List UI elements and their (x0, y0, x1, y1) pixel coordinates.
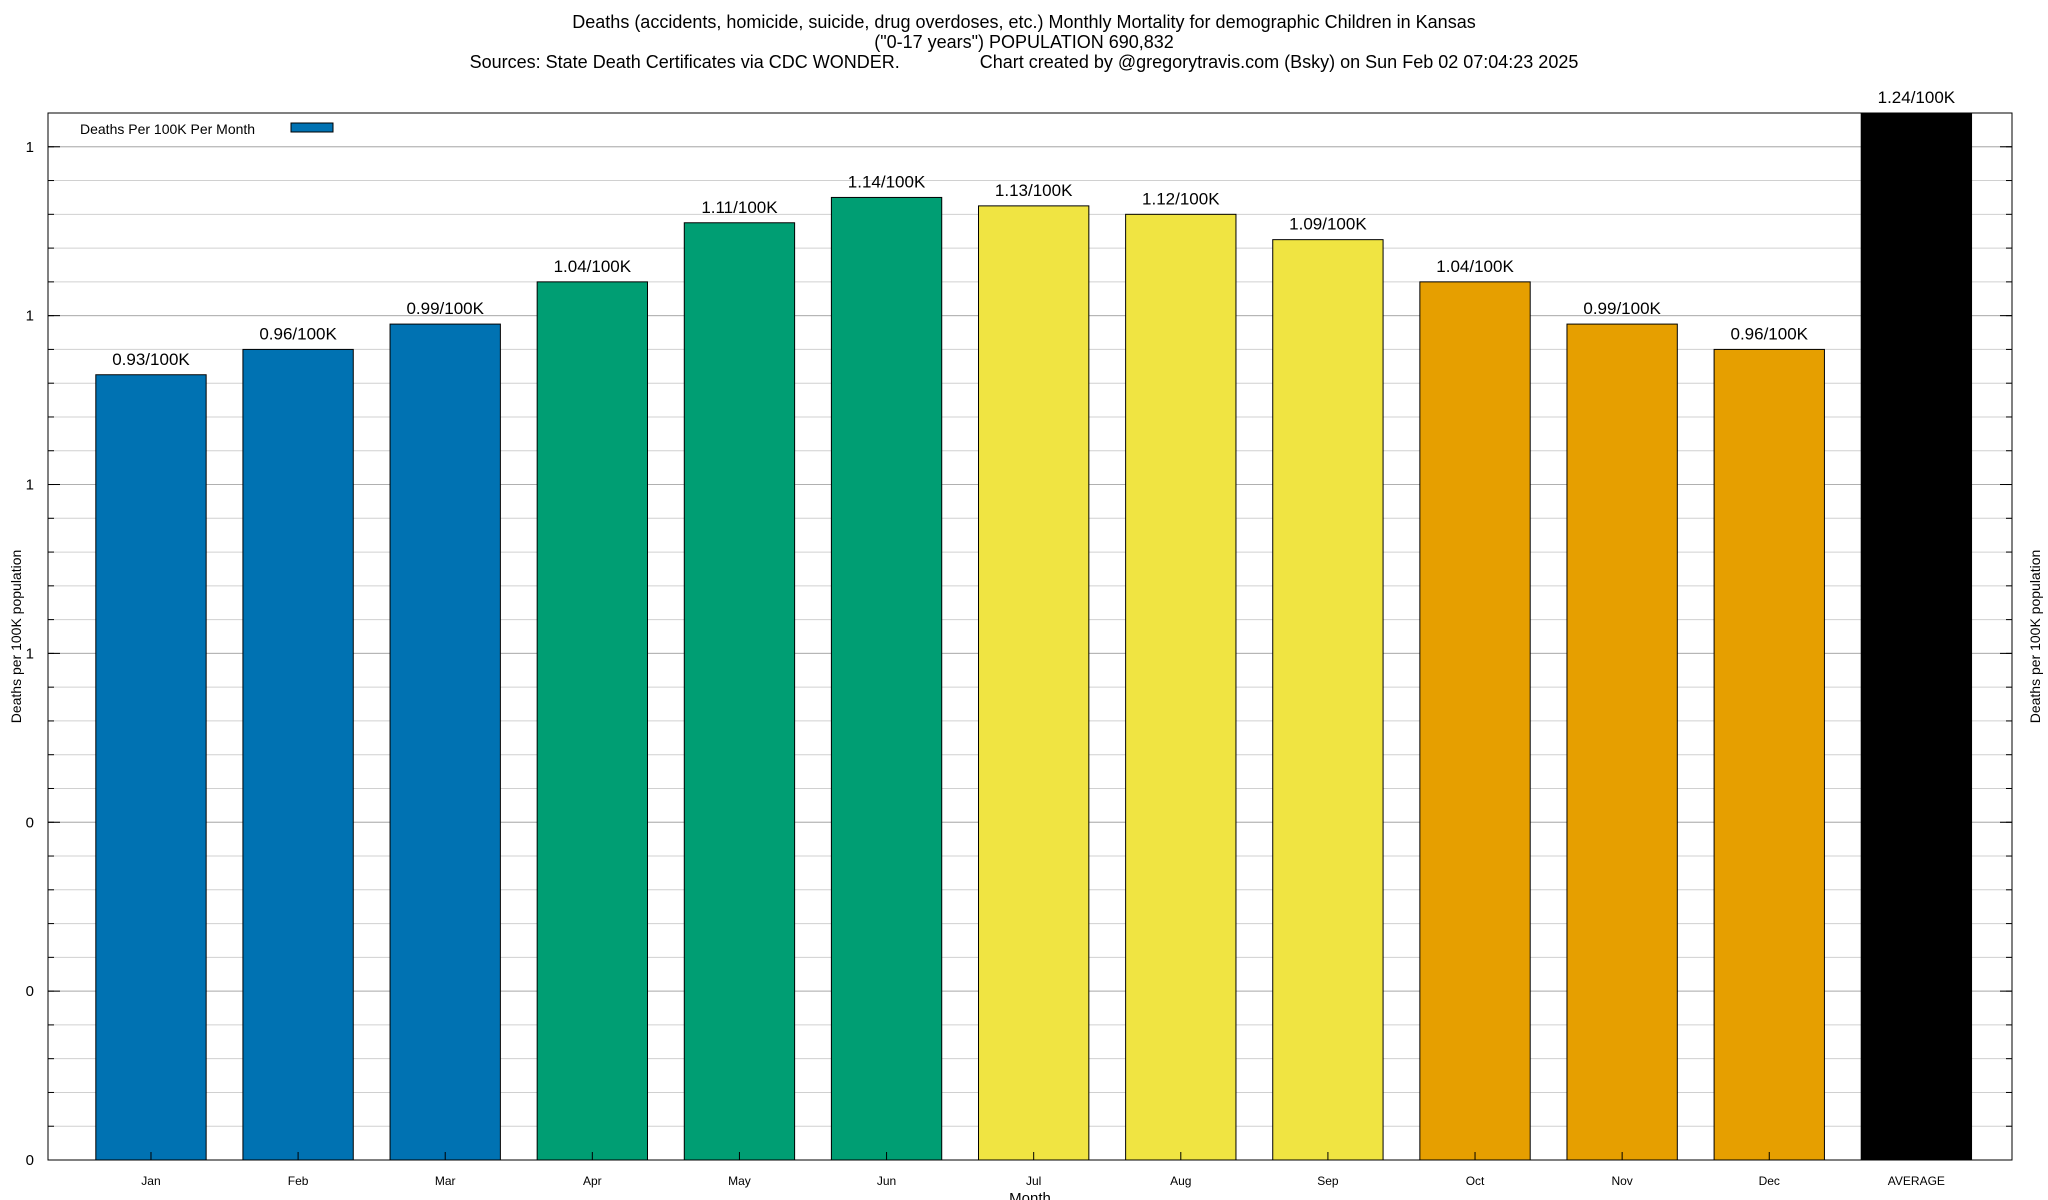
bar (536, 281, 648, 1161)
legend-label: Deaths Per 100K Per Month (80, 121, 255, 137)
data-label: 1.24/100K (1878, 88, 1956, 107)
data-label: 0.99/100K (1583, 299, 1661, 318)
data-label: 1.04/100K (1436, 257, 1514, 276)
x-tick-label: Mar (435, 1174, 456, 1188)
axis-layer: 0 0 0 1 1 1 1 Jan Feb Mar Apr May Jun Jul Aug Sep Oct Nov… (8, 139, 2043, 1200)
x-tick-label: Oct (1466, 1174, 1485, 1188)
bar (830, 196, 943, 1161)
x-tick-label: Aug (1170, 1174, 1191, 1188)
x-tick-label: Jul (1026, 1174, 1041, 1188)
bar (1419, 281, 1531, 1161)
chart-subtitle-population: ("0-17 years") POPULATION 690,832 (874, 32, 1174, 52)
labels-layer: 0.93/100K 0.96/100K 0.99/100K 1.04/100K 1.11… (112, 88, 1956, 369)
data-label: 1.11/100K (701, 198, 778, 217)
bar (1566, 323, 1678, 1161)
bars-layer (95, 112, 1973, 1161)
y-tick-label: 0 (26, 814, 34, 831)
data-label: 1.12/100K (1142, 189, 1220, 208)
x-tick-label: Nov (1611, 1174, 1632, 1188)
x-tick-label: Jan (141, 1174, 160, 1188)
x-tick-label: Jun (877, 1174, 896, 1188)
data-label: 1.04/100K (554, 257, 632, 276)
chart-title: Deaths (accidents, homicide, suicide, dr… (572, 12, 1476, 32)
bar (1713, 348, 1825, 1161)
bar (1860, 112, 1973, 1161)
x-axis-title: Month (1009, 1190, 1051, 1200)
data-label: 0.99/100K (406, 299, 484, 318)
y-tick-label: 1 (26, 645, 34, 662)
data-label: 0.93/100K (112, 350, 190, 369)
x-tick-label: Sep (1317, 1174, 1339, 1188)
x-tick-label: May (728, 1174, 751, 1188)
chart-title-block: Deaths (accidents, homicide, suicide, dr… (0, 12, 2048, 72)
bar (95, 374, 207, 1161)
bar (1125, 213, 1237, 1161)
bar (242, 348, 354, 1161)
x-tick-label: AVERAGE (1888, 1174, 1945, 1188)
plot-frame (47, 112, 2013, 1161)
x-tick-label: Apr (583, 1174, 602, 1188)
x-tick-label: Dec (1759, 1174, 1780, 1188)
y-axis-title: Deaths per 100K population (8, 550, 24, 724)
data-label: 0.96/100K (1731, 324, 1809, 343)
y2-axis-title: Deaths per 100K population (2027, 550, 2043, 724)
bar (978, 205, 1090, 1161)
chart-subtitle-sources: Sources: State Death Certificates via CD… (469, 52, 1579, 72)
y-tick-label: 1 (26, 139, 34, 156)
data-label: 0.96/100K (259, 324, 337, 343)
legend: Deaths Per 100K Per Month (80, 121, 334, 137)
data-label: 1.14/100K (848, 172, 926, 191)
bar (1272, 239, 1384, 1161)
x-tick-label: Feb (288, 1174, 309, 1188)
y-tick-label: 0 (26, 983, 34, 1000)
bar (683, 222, 796, 1161)
data-label: 1.13/100K (995, 181, 1073, 200)
y-tick-label: 1 (26, 477, 34, 494)
y-tick-label: 1 (26, 308, 34, 325)
y-tick-label: 0 (26, 1152, 34, 1169)
data-label: 1.09/100K (1289, 215, 1367, 234)
bar (389, 323, 501, 1161)
legend-swatch (290, 122, 334, 133)
